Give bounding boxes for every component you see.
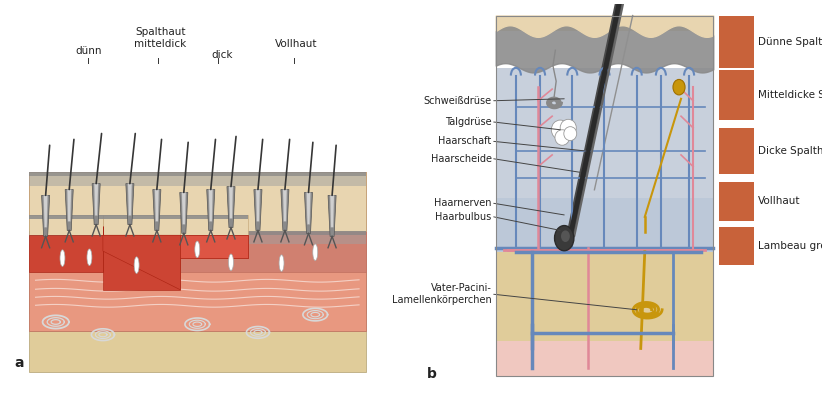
Text: Haarschaft: Haarschaft xyxy=(438,136,492,147)
Ellipse shape xyxy=(555,226,574,251)
Polygon shape xyxy=(29,272,366,313)
FancyBboxPatch shape xyxy=(719,128,754,174)
Polygon shape xyxy=(209,190,213,221)
FancyBboxPatch shape xyxy=(496,341,713,376)
Polygon shape xyxy=(95,184,98,216)
Polygon shape xyxy=(29,235,103,272)
Polygon shape xyxy=(126,184,134,225)
Polygon shape xyxy=(103,235,180,290)
Polygon shape xyxy=(254,190,262,231)
Polygon shape xyxy=(229,186,233,218)
Ellipse shape xyxy=(561,119,576,136)
FancyBboxPatch shape xyxy=(719,226,754,265)
Polygon shape xyxy=(29,272,366,331)
Text: a: a xyxy=(14,356,24,370)
FancyBboxPatch shape xyxy=(496,68,713,198)
Text: Lambeau greffe: Lambeau greffe xyxy=(758,241,822,251)
Ellipse shape xyxy=(561,230,570,242)
Polygon shape xyxy=(330,196,334,227)
Text: Haarscheide: Haarscheide xyxy=(431,154,492,164)
Polygon shape xyxy=(29,172,366,235)
Text: Haarnerven: Haarnerven xyxy=(434,198,492,208)
Polygon shape xyxy=(281,190,289,231)
Ellipse shape xyxy=(564,127,577,141)
Text: Schweißdrüse: Schweißdrüse xyxy=(423,96,492,106)
Text: dick: dick xyxy=(211,50,233,60)
Ellipse shape xyxy=(673,79,685,95)
Polygon shape xyxy=(227,186,235,228)
Polygon shape xyxy=(42,196,49,236)
Ellipse shape xyxy=(552,120,569,139)
Text: Talgdrüse: Talgdrüse xyxy=(445,117,492,127)
Polygon shape xyxy=(153,190,161,231)
Text: Lamellenkörperchen: Lamellenkörperchen xyxy=(392,295,492,305)
Polygon shape xyxy=(180,192,188,233)
Polygon shape xyxy=(65,190,73,231)
Polygon shape xyxy=(29,177,366,245)
Text: Spalthaut
mitteldick: Spalthaut mitteldick xyxy=(134,27,187,49)
Polygon shape xyxy=(304,192,312,233)
Polygon shape xyxy=(155,190,159,221)
Polygon shape xyxy=(29,172,366,231)
Ellipse shape xyxy=(87,249,92,265)
Polygon shape xyxy=(182,192,186,224)
Polygon shape xyxy=(29,214,103,235)
FancyBboxPatch shape xyxy=(496,15,713,31)
Polygon shape xyxy=(128,184,132,216)
Polygon shape xyxy=(103,214,180,235)
Ellipse shape xyxy=(134,257,139,273)
Polygon shape xyxy=(180,235,248,258)
Text: Vater-Pacini-: Vater-Pacini- xyxy=(431,284,492,293)
Text: dünn: dünn xyxy=(75,46,102,56)
Polygon shape xyxy=(307,192,311,224)
Text: Haarbulbus: Haarbulbus xyxy=(436,212,492,222)
Ellipse shape xyxy=(555,130,570,145)
Text: Mitteldicke Spalthaut: Mitteldicke Spalthaut xyxy=(758,90,822,100)
FancyBboxPatch shape xyxy=(496,198,713,252)
Polygon shape xyxy=(29,214,103,240)
Polygon shape xyxy=(44,196,48,227)
Text: Dünne Spalthaut: Dünne Spalthaut xyxy=(758,37,822,47)
FancyBboxPatch shape xyxy=(719,70,754,120)
Polygon shape xyxy=(92,184,100,225)
Polygon shape xyxy=(29,231,366,331)
Polygon shape xyxy=(67,190,72,221)
Ellipse shape xyxy=(279,255,284,271)
Text: Vollhaut: Vollhaut xyxy=(275,39,317,49)
Polygon shape xyxy=(103,214,180,240)
Polygon shape xyxy=(180,214,248,240)
Ellipse shape xyxy=(229,254,233,271)
Ellipse shape xyxy=(60,250,65,266)
FancyBboxPatch shape xyxy=(719,15,754,68)
Polygon shape xyxy=(180,235,248,258)
Polygon shape xyxy=(206,190,215,231)
FancyBboxPatch shape xyxy=(719,182,754,221)
Text: Vollhaut: Vollhaut xyxy=(758,196,800,206)
Ellipse shape xyxy=(312,244,318,260)
FancyBboxPatch shape xyxy=(496,252,713,341)
Polygon shape xyxy=(180,214,248,235)
Polygon shape xyxy=(29,172,366,272)
Ellipse shape xyxy=(195,241,200,258)
Text: b: b xyxy=(427,367,437,382)
Polygon shape xyxy=(103,235,180,290)
Polygon shape xyxy=(328,196,336,236)
Polygon shape xyxy=(283,190,287,221)
Polygon shape xyxy=(29,331,366,372)
Text: Dicke Spalthaut: Dicke Spalthaut xyxy=(758,146,822,156)
Polygon shape xyxy=(256,190,260,221)
